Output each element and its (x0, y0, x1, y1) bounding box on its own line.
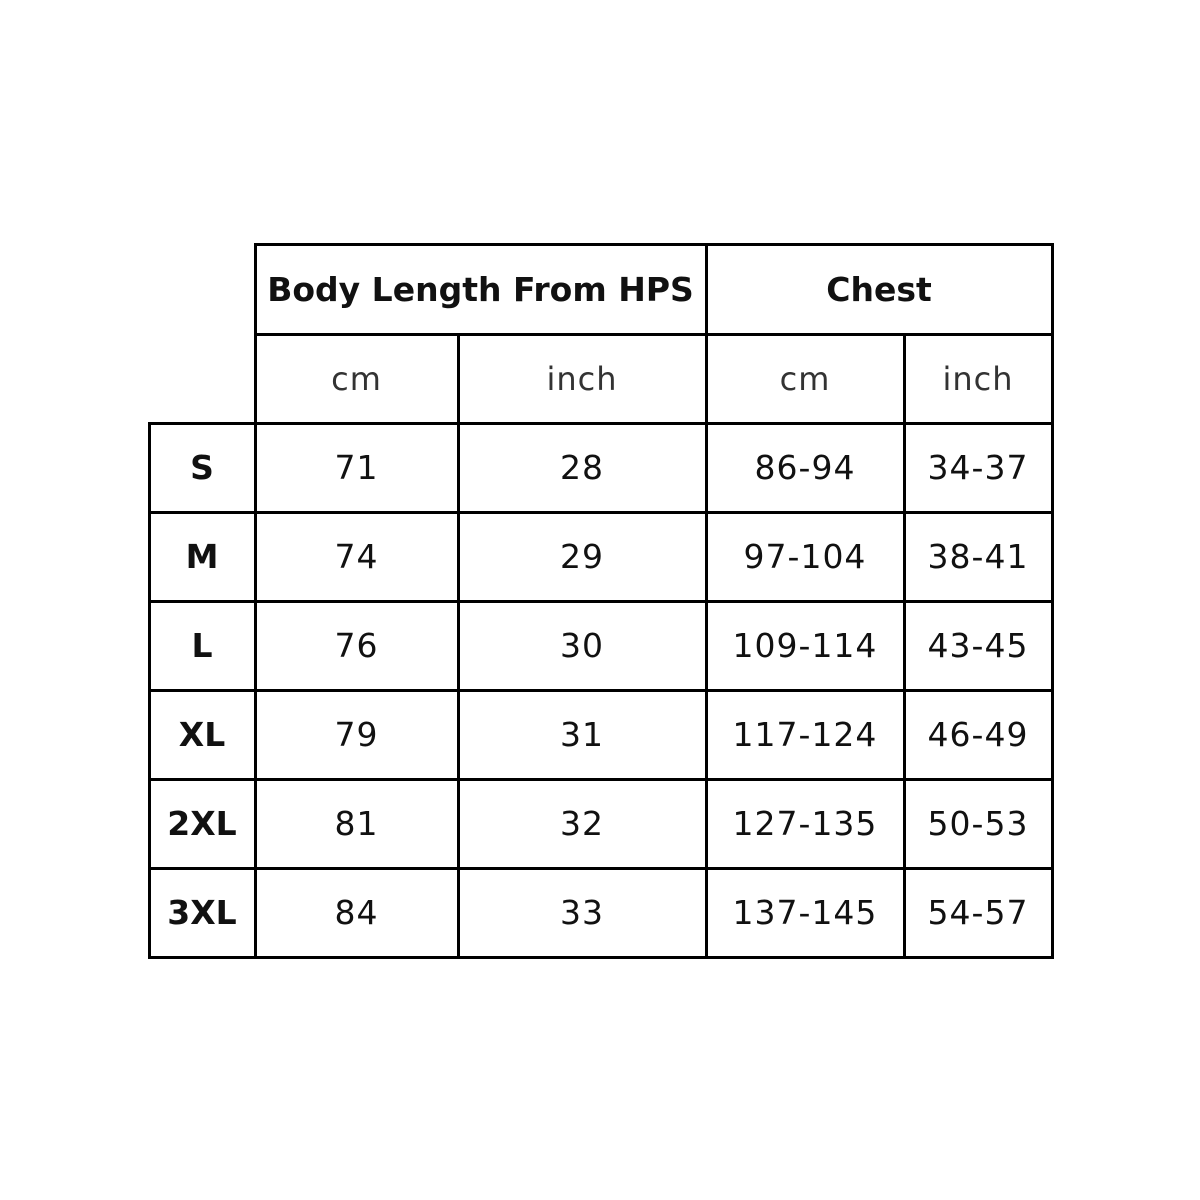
header-body-length: Body Length From HPS (267, 269, 694, 309)
table-cell: 34-37 (927, 448, 1029, 487)
table-cell: 38-41 (927, 537, 1029, 576)
table-cell: 50-53 (927, 804, 1029, 843)
table-border (147, 599, 1054, 603)
table-cell: 31 (560, 715, 604, 754)
table-cell: 84 (334, 893, 379, 932)
size-label: S (190, 448, 214, 487)
header-chest: Chest (826, 269, 932, 309)
table-border (147, 777, 1054, 781)
table-border (456, 332, 460, 959)
unit-header: inch (546, 359, 618, 398)
table-border (147, 510, 1054, 514)
table-cell: 28 (560, 448, 604, 487)
table-border (147, 866, 1054, 870)
table-cell: 29 (560, 537, 604, 576)
table-cell: 79 (334, 715, 379, 754)
table-cell: 81 (334, 804, 379, 843)
table-cell: 46-49 (927, 715, 1029, 754)
unit-header: cm (779, 359, 831, 398)
table-border (147, 421, 1054, 425)
table-cell: 137-145 (732, 893, 878, 932)
table-cell: 32 (560, 804, 604, 843)
size-label: L (191, 626, 213, 665)
table-cell: 109-114 (732, 626, 878, 665)
table-cell: 43-45 (927, 626, 1029, 665)
size-label: 3XL (167, 893, 237, 932)
table-border (902, 332, 906, 959)
table-cell: 71 (334, 448, 379, 487)
size-label: 2XL (167, 804, 237, 843)
size-label: M (185, 537, 219, 576)
unit-header: cm (331, 359, 382, 398)
table-cell: 127-135 (732, 804, 878, 843)
table-border (1050, 242, 1054, 959)
table-border (253, 242, 1054, 246)
table-border (147, 955, 1054, 959)
table-cell: 74 (334, 537, 379, 576)
unit-header: inch (942, 359, 1014, 398)
table-cell: 54-57 (927, 893, 1029, 932)
table-border (147, 421, 151, 959)
table-cell: 97-104 (743, 537, 867, 576)
table-cell: 33 (560, 893, 604, 932)
table-border (704, 242, 708, 959)
table-border (147, 688, 1054, 692)
table-cell: 86-94 (754, 448, 856, 487)
table-border (253, 332, 1054, 336)
table-cell: 76 (334, 626, 379, 665)
table-cell: 30 (560, 626, 604, 665)
table-border (253, 242, 257, 959)
size-label: XL (178, 715, 226, 754)
table-cell: 117-124 (732, 715, 878, 754)
